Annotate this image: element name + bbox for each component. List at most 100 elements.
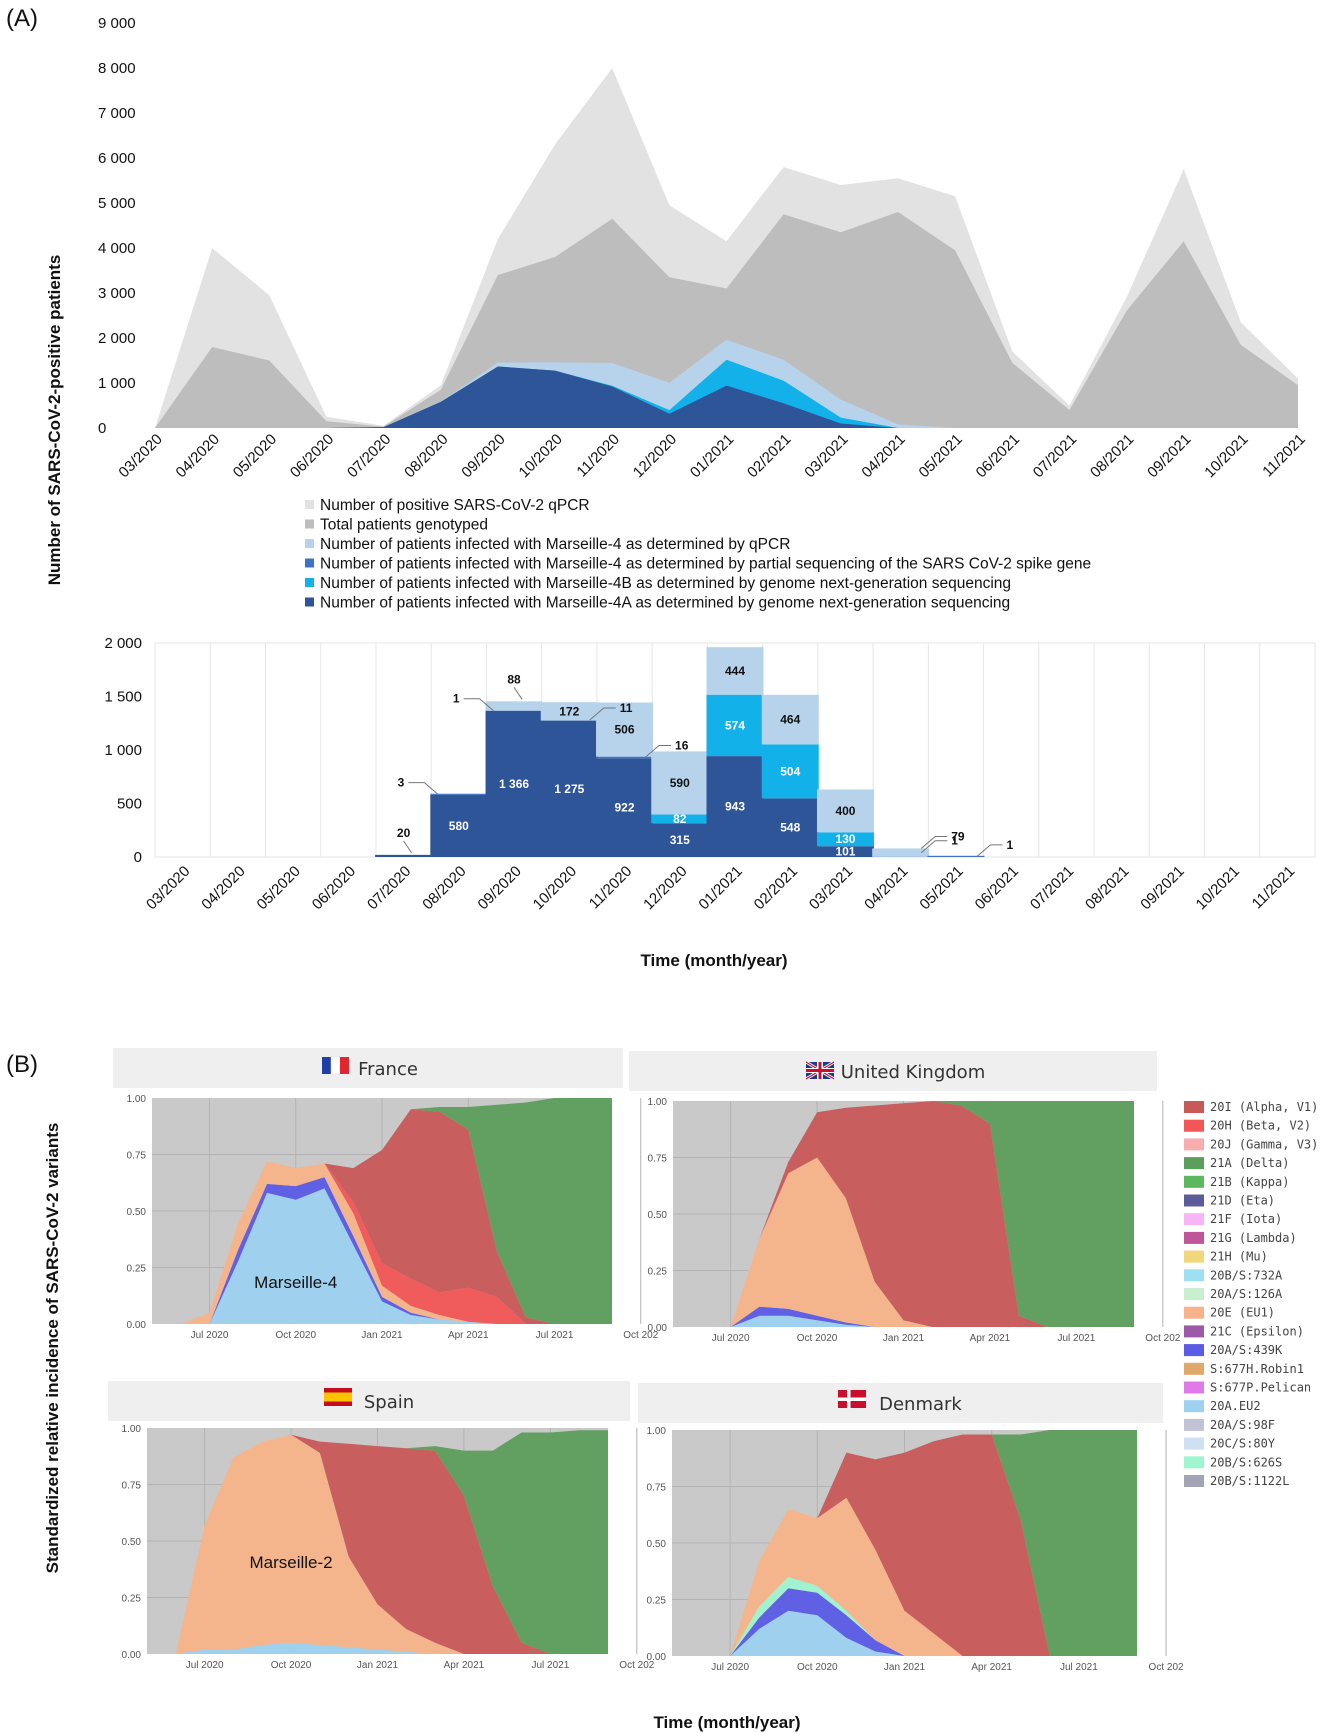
bar-segment-3 — [596, 702, 654, 757]
a-y-tick-label: 8 000 — [98, 60, 136, 77]
panel-x-tick-label: Jan 2021 — [361, 1330, 403, 1341]
panel-x-tick-label: Oct 2020 — [275, 1330, 316, 1341]
bar-y-tick-label: 2 000 — [104, 635, 142, 652]
panel-x-tick-label: Oct 202 — [623, 1330, 658, 1341]
legend-b-swatch — [1184, 1269, 1204, 1282]
legend-b-swatch — [1184, 1437, 1204, 1450]
panel-x-tick-label: Oct 202 — [1149, 1662, 1184, 1673]
bar-segment-3 — [485, 701, 543, 711]
panel-annotation: Marseille-2 — [249, 1553, 332, 1572]
a-y-tick-label: 5 000 — [98, 195, 136, 212]
legend-b-label: S:677P.Pelican — [1210, 1381, 1311, 1395]
bar-value-label: 1 366 — [499, 777, 529, 791]
legend-b-label: 20B/S:732A — [1210, 1268, 1283, 1282]
bar-x-tick-label: 05/2020 — [254, 863, 304, 913]
panel-y-tick-label: 0.50 — [122, 1537, 142, 1548]
legend-b-swatch — [1184, 1456, 1204, 1469]
legend-b-swatch — [1184, 1250, 1204, 1263]
legend-b-swatch — [1184, 1157, 1204, 1170]
bar-value-label: 130 — [835, 832, 855, 846]
denmark-flag-icon — [838, 1390, 866, 1408]
panel-title: Spain — [364, 1392, 414, 1413]
a-x-tick-label: 04/2020 — [173, 431, 223, 481]
a-x-tick-label: 08/2020 — [401, 431, 451, 481]
bar-segment-2 — [706, 694, 764, 757]
bar-callout-line — [403, 840, 412, 854]
panel-y-tick-label: 1.00 — [647, 1426, 667, 1437]
legend-b-swatch — [1184, 1362, 1204, 1375]
bar-value-label: 506 — [615, 723, 635, 737]
panel-x-tick-label: Jul 2020 — [712, 1333, 750, 1344]
bar-value-label: 1 — [951, 834, 958, 848]
bar-x-tick-label: 10/2020 — [530, 863, 580, 913]
a-y-tick-label: 2 000 — [98, 330, 136, 347]
bar-segment-3 — [761, 694, 819, 745]
panel-x-tick-label: Jan 2021 — [357, 1660, 399, 1671]
legend-a-swatch — [305, 597, 314, 607]
variant-area-1 — [673, 1306, 1134, 1327]
a-x-tick-label: 02/2021 — [744, 431, 794, 481]
bar-y-tick-label: 1 000 — [104, 742, 142, 759]
a-x-tick-label: 05/2020 — [230, 431, 280, 481]
bar-value-label: 464 — [780, 713, 800, 727]
legend-a-label: Total patients genotyped — [320, 517, 488, 534]
variant-area-2 — [673, 1157, 1134, 1327]
bar-segment-0 — [651, 823, 709, 857]
panel-y-tick-label: 1.00 — [122, 1424, 142, 1435]
a-x-tick-label: 10/2021 — [1201, 431, 1251, 481]
bar-segment-3 — [816, 789, 874, 833]
a-x-tick-label: 07/2021 — [1030, 431, 1080, 481]
bar-callout-line — [644, 744, 672, 758]
variant-area-1 — [147, 1434, 608, 1654]
panel-title: United Kingdom — [841, 1062, 985, 1083]
legend-b-swatch — [1184, 1381, 1204, 1394]
panel-x-tick-label: Oct 2020 — [797, 1333, 838, 1344]
a-x-tick-label: 04/2021 — [858, 431, 908, 481]
bar-value-label: 580 — [449, 819, 469, 833]
bar-value-label: 1 — [453, 692, 460, 706]
bar-x-tick-label: 07/2021 — [1027, 863, 1077, 913]
panel-annotation: Marseille-4 — [254, 1273, 337, 1292]
legend-b-label: 20J (Gamma, V3) — [1210, 1137, 1318, 1151]
legend-b-label: 20C/S:80Y — [1210, 1437, 1276, 1451]
a-y-tick-label: 9 000 — [98, 15, 136, 32]
variant-area-0 — [672, 1610, 1137, 1656]
legend-b-label: 21B (Kappa) — [1210, 1175, 1289, 1189]
bar-x-tick-label: 03/2021 — [806, 863, 856, 913]
bar-callout-line — [920, 835, 948, 849]
bar-y-tick-label: 500 — [117, 796, 142, 813]
a-x-tick-label: 10/2020 — [516, 431, 566, 481]
bar-chart-a: 0 500 1 000 1 500 2 000 03/2020 04/2020 05/2020… — [104, 635, 1316, 913]
legend-a-label: Number of patients infected with Marseil… — [320, 595, 1010, 612]
legend-a-swatch — [305, 500, 314, 509]
legend-b-label: 21D (Eta) — [1210, 1194, 1275, 1208]
b-x-axis-title: Time (month/year) — [653, 1713, 800, 1732]
panel-x-tick-label: Jul 2021 — [1060, 1662, 1098, 1673]
bar-value-label: 1 275 — [554, 782, 584, 796]
area-series-1 — [155, 212, 1298, 428]
panel-x-tick-label: Apr 2021 — [970, 1333, 1011, 1344]
area-chart-a: 0 1 000 2 000 3 000 4 000 5 000 6 000 7 000 8 00… — [98, 15, 1298, 437]
area-series-0 — [155, 68, 1298, 428]
bar-x-tick-label: 07/2020 — [364, 863, 414, 913]
panel-y-tick-label: 0.50 — [647, 1539, 667, 1550]
bar-x-tick-label: 01/2021 — [695, 863, 745, 913]
legend-b-label: 20H (Beta, V2) — [1210, 1119, 1311, 1133]
area-chart-a-x-ticks: 03/2020 04/2020 05/2020 06/2020 07/2020 08/20… — [115, 431, 1308, 481]
legend-b-label: 21A (Delta) — [1210, 1156, 1289, 1170]
panel-y-tick-label: 0.00 — [122, 1650, 142, 1661]
bar-value-label: 172 — [559, 704, 579, 718]
legend-b-label: 20A/S:98F — [1210, 1418, 1275, 1432]
panel-label-a: (A) — [6, 5, 38, 32]
bar-segment-0 — [375, 854, 433, 857]
legend-b-label: 20A/S:439K — [1210, 1343, 1283, 1357]
variant-area-3 — [147, 1430, 608, 1654]
bar-value-label: 922 — [615, 801, 635, 815]
bar-value-label: 444 — [725, 664, 745, 678]
legend-a-label: Number of positive SARS-CoV-2 qPCR — [320, 497, 590, 514]
bar-x-tick-label: 12/2020 — [640, 863, 690, 913]
bar-segment-0 — [706, 756, 764, 857]
bar-x-tick-label: 06/2020 — [309, 863, 359, 913]
panel-title-bar — [108, 1381, 630, 1421]
panel-y-tick-label: 0.25 — [127, 1264, 147, 1275]
